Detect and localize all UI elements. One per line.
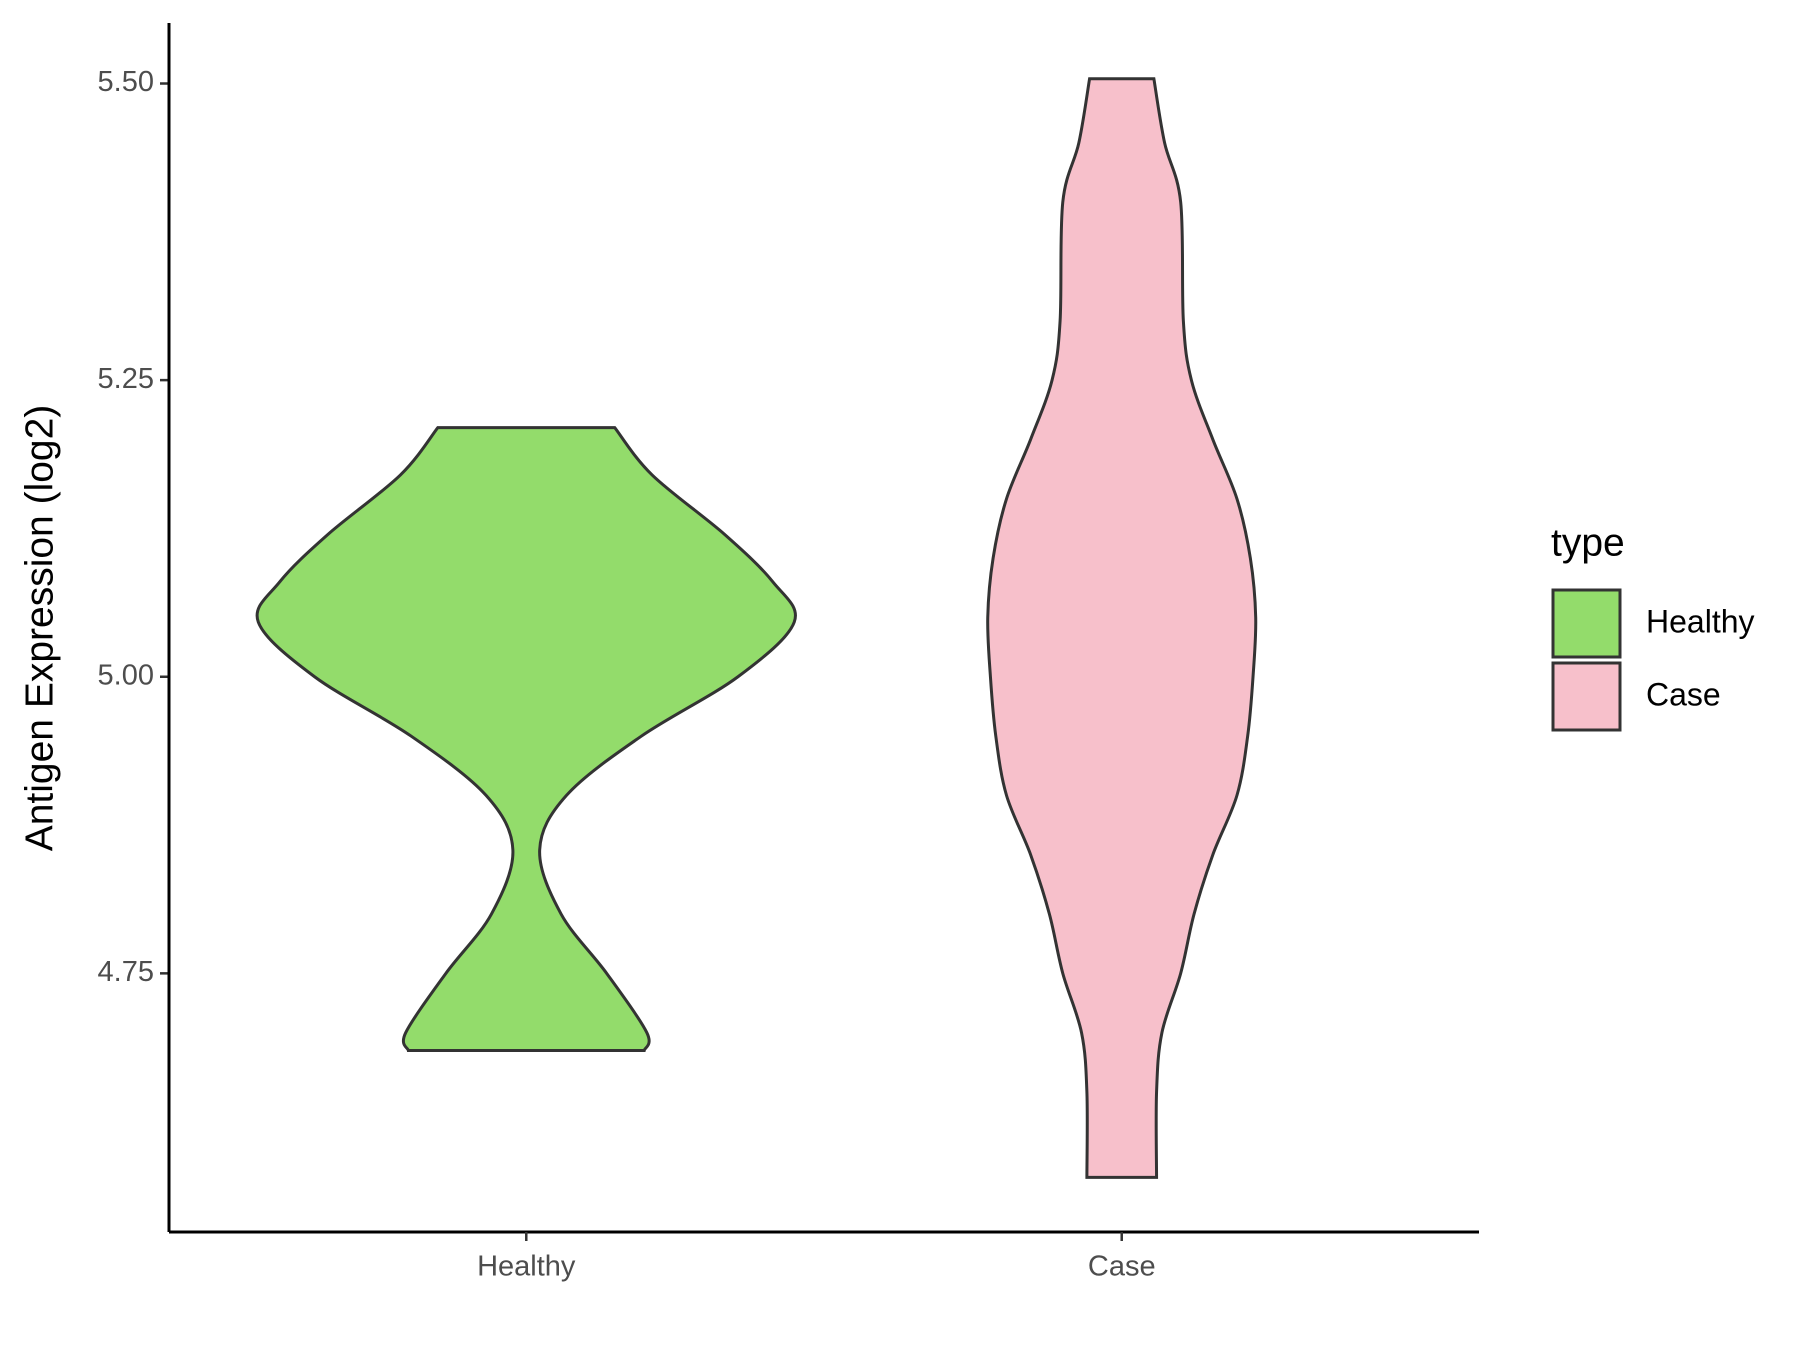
- x-tick-label: Healthy: [477, 1251, 576, 1283]
- violin: [986, 77, 1258, 1179]
- y-tick-label: 4.75: [98, 956, 154, 988]
- y-tick-label: 5.50: [98, 66, 154, 98]
- legend-label: Case: [1646, 676, 1721, 712]
- legend-label: Healthy: [1646, 603, 1755, 639]
- y-tick-label: 5.00: [98, 659, 154, 691]
- violin: [255, 426, 797, 1052]
- legend-title: type: [1551, 521, 1625, 564]
- legend-key: [1551, 588, 1622, 659]
- x-tick-label: Case: [1088, 1251, 1156, 1283]
- y-tick-label: 5.25: [98, 363, 154, 395]
- y-axis-label: Antigen Expression (log2): [18, 405, 61, 852]
- legend-key: [1551, 661, 1622, 732]
